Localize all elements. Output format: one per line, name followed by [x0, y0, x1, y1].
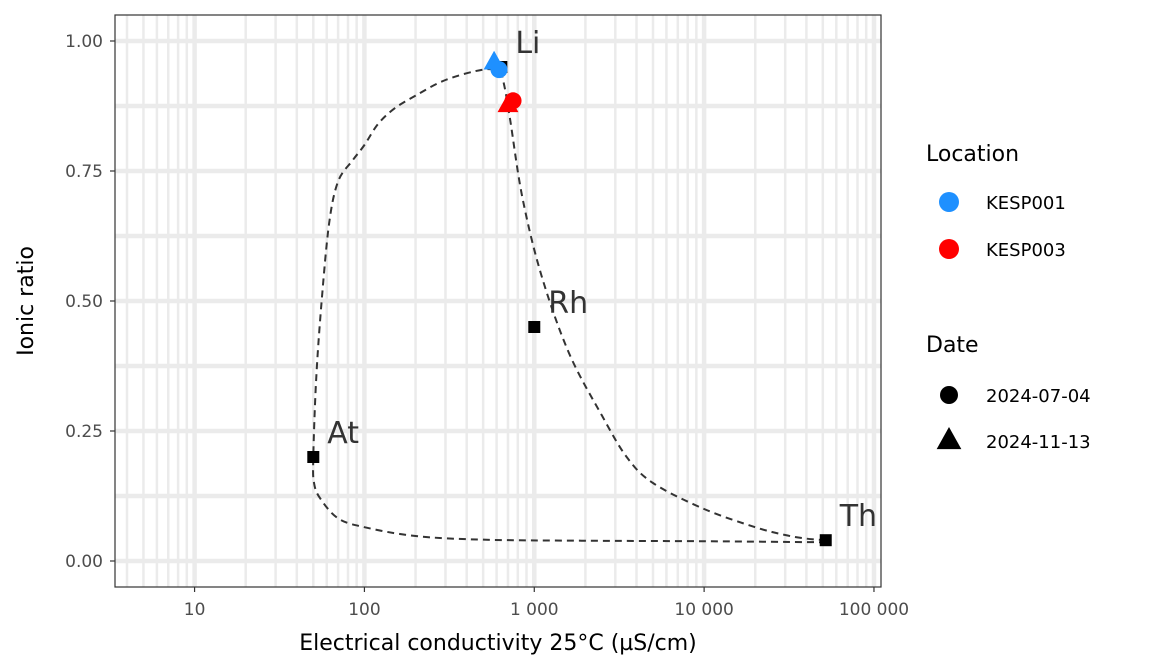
x-tick-label: 100 000 — [839, 600, 909, 620]
y-tick-label: 1.00 — [65, 32, 103, 52]
reference-label-at: At — [327, 416, 359, 451]
y-tick-label: 0.75 — [65, 162, 103, 182]
y-tick-label: 0.25 — [65, 422, 103, 442]
legend-key-kesp001 — [939, 192, 959, 212]
reference-point-rh — [528, 321, 541, 333]
y-axis-title: Ionic ratio — [14, 246, 39, 356]
legend-key-triangle — [936, 427, 962, 450]
data-points — [483, 50, 522, 113]
grid — [115, 15, 881, 587]
y-axis: 0.00 0.25 0.50 0.75 1.00 — [65, 32, 115, 572]
x-tick-label: 10 — [184, 600, 206, 620]
reference-label-rh: Rh — [548, 286, 588, 321]
legend: Location KESP001 KESP003 Date 2024-07-04… — [926, 142, 1091, 453]
reference-point-th — [819, 534, 832, 547]
legend-label-kesp003: KESP003 — [986, 240, 1066, 261]
legend-key-circle — [940, 386, 958, 404]
x-axis-title: Electrical conductivity 25°C (µS/cm) — [299, 631, 697, 656]
x-tick-label: 10 000 — [674, 600, 733, 620]
legend-label-2024-11-13: 2024-11-13 — [986, 432, 1091, 453]
x-tick-label: 100 — [348, 600, 380, 620]
x-tick-label: 1 000 — [510, 600, 559, 620]
y-tick-label: 0.50 — [65, 292, 103, 312]
dashed-trend-curve — [312, 68, 826, 544]
reference-label-li: Li — [515, 26, 540, 61]
reference-label-th: Th — [839, 499, 877, 534]
legend-label-2024-07-04: 2024-07-04 — [986, 386, 1091, 407]
legend-location-title: Location — [926, 142, 1019, 167]
reference-point-at — [307, 451, 320, 463]
y-tick-label: 0.00 — [65, 552, 103, 572]
trend-curve — [312, 68, 826, 544]
legend-date-title: Date — [926, 333, 979, 358]
point-kesp001-2024-11-13 — [483, 50, 505, 70]
legend-label-kesp001: KESP001 — [986, 193, 1066, 214]
reference-points: Li Rh At Th — [307, 26, 877, 547]
point-kesp003-2024-11-13 — [497, 93, 519, 113]
x-axis: 10 100 1 000 10 000 100 000 — [184, 587, 909, 620]
legend-key-kesp003 — [939, 239, 959, 259]
